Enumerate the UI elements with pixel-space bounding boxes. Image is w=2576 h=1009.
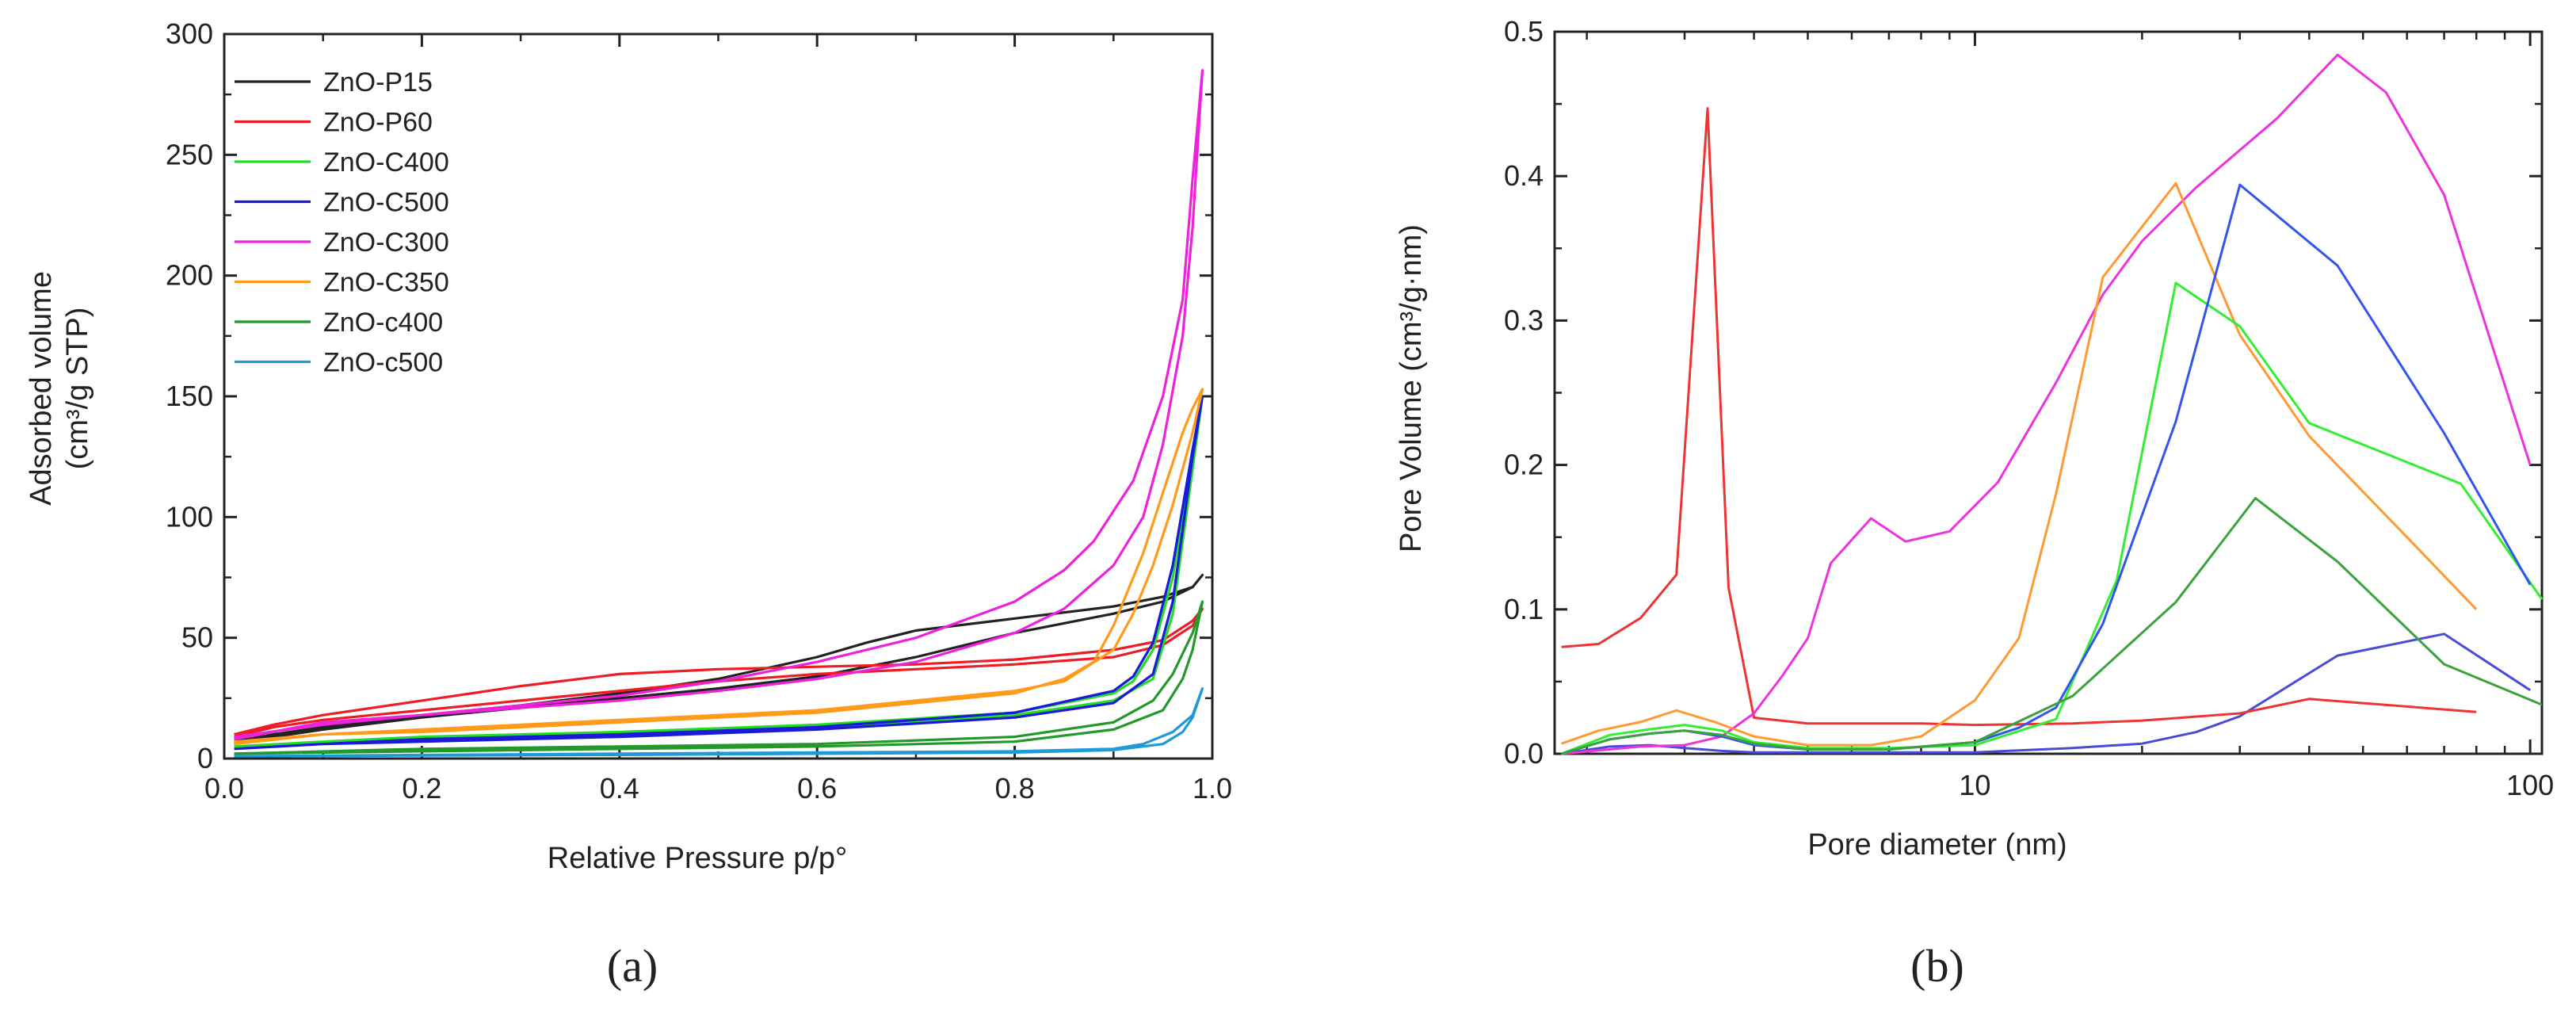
series-line-a-zno-c500: [234, 395, 1204, 751]
y-tick-label-b: 0.2: [1504, 449, 1544, 481]
series-line-b-zno-p60: [1561, 107, 2477, 727]
x-tick-label-a: 1.0: [1193, 772, 1232, 805]
legend-label-a: ZnO-C500: [323, 188, 449, 218]
chart-panel-a: ZnO-P15 ZnO-P60 ZnO-C400 ZnO-C500 ZnO-C300 Zn…: [25, 17, 1232, 992]
panel-label-b: (b): [1910, 940, 1964, 992]
x-axis-title-a: Relative Pressure p/p°: [548, 842, 847, 875]
y-tick-label-a: 250: [166, 138, 213, 170]
y-tick-label-a: 100: [166, 500, 213, 533]
legend-label-a: ZnO-c400: [323, 308, 443, 338]
legend-label-a: ZnO-P15: [323, 67, 433, 97]
x-tick-label-a: 0.6: [797, 772, 837, 805]
x-tick-label-a: 0.0: [204, 772, 244, 805]
series-line-b-zno-c350: [1561, 182, 2478, 747]
y-tick-label-a: 300: [166, 17, 213, 50]
series-line-a-zno-c400: [234, 395, 1204, 748]
y-tick-label-b: 0.0: [1504, 737, 1544, 770]
y-tick-label-b: 0.3: [1504, 304, 1544, 336]
legend-label-a: ZnO-C400: [323, 147, 449, 178]
y-tick-label-b: 0.1: [1504, 593, 1544, 625]
x-tick-label-b: 100: [2506, 769, 2554, 801]
x-tick-label-a: 0.4: [600, 772, 639, 805]
y-axis-title-a-line1: Adsorbed volume: [25, 271, 58, 506]
plot-frame-a: [223, 32, 1214, 760]
y-tick-label-a: 150: [166, 380, 213, 412]
x-tick-label-b: 10: [1959, 769, 1990, 801]
y-tick-label-a: 0: [197, 742, 213, 774]
series-line-a-zno-c350: [234, 388, 1204, 746]
y-axis-title-b: Pore Volume (cm³/g·nm): [1395, 224, 1428, 552]
y-tick-label-b: 0.4: [1504, 159, 1544, 192]
series-line-a-zno-c400: [234, 600, 1204, 755]
x-tick-label-a: 0.2: [402, 772, 441, 805]
plot-frame-b: [1553, 30, 2544, 755]
series-line-b-zno-p15: [1561, 633, 2532, 755]
series-line-a-zno-c500: [234, 686, 1204, 758]
series-line-a-zno-c300: [234, 69, 1204, 741]
series-line-b-zno-c300: [1561, 53, 2532, 755]
y-tick-label-a: 50: [181, 621, 213, 654]
legend-label-a: ZnO-C300: [323, 227, 449, 258]
y-tick-label-a: 200: [166, 259, 213, 292]
legend-a: ZnO-P15 ZnO-P60 ZnO-C400 ZnO-C500 ZnO-C300 Zn…: [235, 67, 449, 378]
legend-label-a: ZnO-c500: [323, 348, 443, 378]
chart-panel-b: Pore diameter (nm) Pore Volume (cm³/g·nm…: [1395, 15, 2554, 992]
legend-label-a: ZnO-C350: [323, 268, 449, 298]
legend-label-a: ZnO-P60: [323, 108, 433, 138]
series-line-b-zno-c500: [1561, 183, 2532, 755]
y-axis-title-a-line2: (cm³/g STP): [61, 308, 94, 470]
x-axis-title-b: Pore diameter (nm): [1807, 828, 2067, 862]
y-tick-label-b: 0.5: [1504, 15, 1544, 48]
series-line-b-zno-c400: [1561, 497, 2543, 755]
panel-label-a: (a): [607, 940, 658, 992]
x-tick-label-a: 0.8: [995, 772, 1035, 805]
